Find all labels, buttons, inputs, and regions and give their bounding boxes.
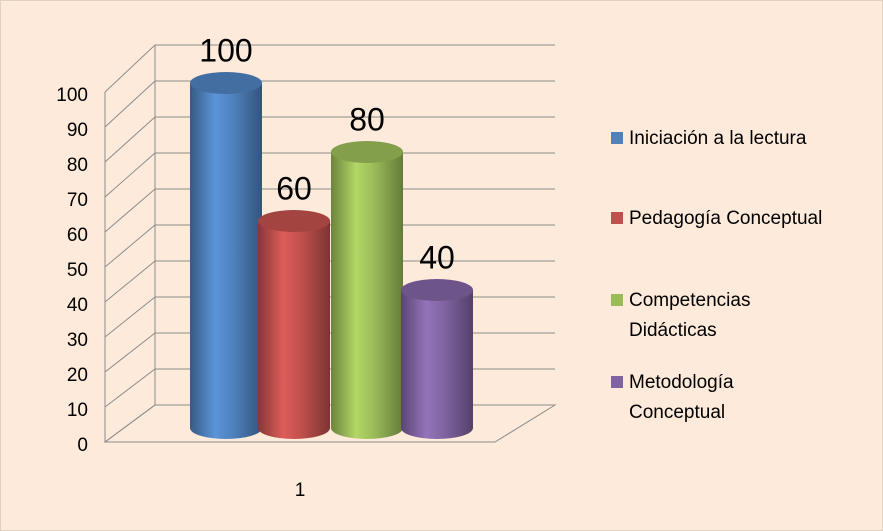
value-label: 100 bbox=[199, 32, 252, 68]
value-label: 40 bbox=[419, 239, 455, 275]
cylinder-top bbox=[401, 279, 473, 301]
cylinder bbox=[258, 221, 330, 439]
legend-swatch bbox=[611, 376, 623, 388]
y-tick-label: 80 bbox=[67, 155, 88, 176]
cylinder bbox=[331, 152, 403, 439]
y-tick-label: 90 bbox=[67, 120, 88, 141]
y-tick-label: 70 bbox=[67, 190, 88, 211]
y-tick-label: 20 bbox=[67, 365, 88, 386]
y-tick-label: 50 bbox=[67, 260, 88, 281]
value-label: 80 bbox=[349, 101, 385, 137]
legend-label: Pedagogía Conceptual bbox=[629, 208, 822, 229]
y-tick-label: 40 bbox=[67, 295, 88, 316]
grid-line bbox=[104, 260, 555, 303]
legend-swatch bbox=[611, 212, 623, 224]
y-tick-label: 60 bbox=[67, 225, 88, 246]
legend-label: Metodología Conceptual bbox=[629, 372, 739, 423]
y-tick-label: 0 bbox=[77, 435, 88, 456]
legend-label: Competencias Didácticas bbox=[629, 290, 756, 341]
cylinder-top bbox=[258, 210, 330, 232]
grid-line bbox=[104, 80, 555, 128]
grid-line bbox=[104, 188, 555, 233]
grid-line bbox=[104, 44, 555, 93]
legend-swatch bbox=[611, 294, 623, 306]
cylinder bbox=[401, 290, 473, 439]
legend-swatch bbox=[611, 132, 623, 144]
cylinder-top bbox=[331, 141, 403, 163]
grid-line bbox=[104, 116, 555, 163]
y-tick-label: 10 bbox=[67, 400, 88, 421]
cylinder-top bbox=[190, 72, 262, 94]
grid-line bbox=[104, 224, 555, 268]
grid-line bbox=[104, 152, 555, 198]
legend-label: Iniciación a la lectura bbox=[629, 128, 807, 149]
x-tick-label: 1 bbox=[295, 480, 306, 501]
cylinder bbox=[190, 83, 262, 439]
y-tick-label: 30 bbox=[67, 330, 88, 351]
value-label: 60 bbox=[276, 170, 312, 206]
y-tick-label: 100 bbox=[56, 85, 88, 106]
